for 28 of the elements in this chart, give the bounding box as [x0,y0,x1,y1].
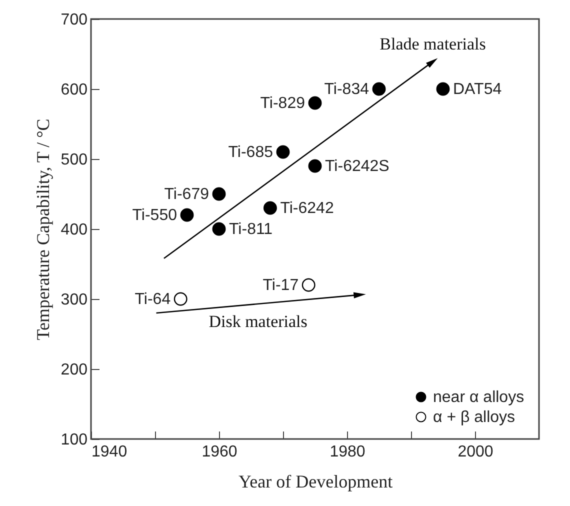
annotation: Ti-64 [134,291,171,308]
annotation: Ti-834 [324,81,370,98]
y-axis-title: Temperature Capability, T / °C [32,118,53,340]
annotation: Ti-6242 [280,200,334,217]
x-axis-title: Year of Development [238,472,393,492]
legend-label: α + β alloys [433,409,516,426]
y-tick-label: 700 [60,12,88,28]
annotation: Ti-550 [132,207,178,224]
y-tick-label: 100 [60,432,88,448]
annotation: DAT54 [453,81,502,98]
y-tick-label: 300 [60,292,88,308]
annotation: Ti-811 [229,221,273,238]
x-tick-label: 1940 [92,444,128,460]
annotation: Ti-685 [228,144,274,161]
y-tick-label: 400 [60,222,88,238]
x-tick-label: 1980 [330,444,366,460]
annotation: Ti-829 [260,95,306,112]
annotation: Ti-6242S [325,158,390,175]
annotation: Ti-17 [262,277,299,294]
series-label: Blade materials [380,34,486,54]
annotation: Ti-679 [164,186,210,203]
y-tick-label: 200 [60,362,88,378]
y-tick-label: 600 [60,82,88,98]
x-tick-label: 2000 [458,444,494,460]
series-label: Disk materials [208,312,308,331]
x-tick-label: 1960 [202,444,238,460]
y-tick-label: 500 [60,152,88,168]
legend-label: near α alloys [433,389,524,406]
